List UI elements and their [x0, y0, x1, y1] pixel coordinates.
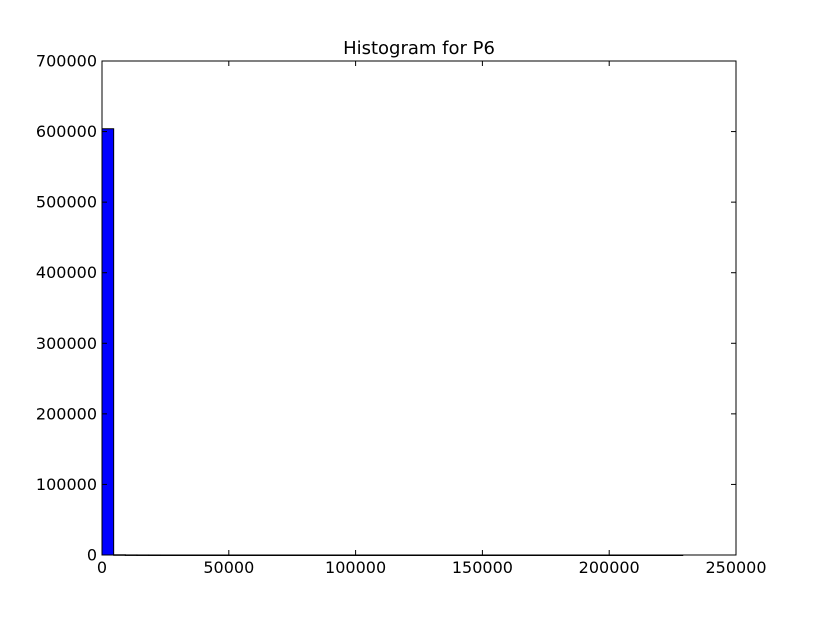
y-tick-label: 600000 — [36, 122, 97, 141]
x-axis: 0 50000 100000 150000 200000 250000 — [97, 61, 767, 577]
y-tick-label: 700000 — [36, 52, 97, 71]
x-tick-label: 150000 — [452, 558, 513, 577]
x-tick-label: 200000 — [579, 558, 640, 577]
y-axis: 0 100000 200000 300000 400000 500000 600000 700… — [36, 52, 736, 565]
histogram-bar-0 — [101, 128, 115, 556]
x-tick-label: 250000 — [705, 558, 766, 577]
y-tick-label: 0 — [87, 546, 97, 565]
x-tick-label: 0 — [97, 558, 107, 577]
chart-title: Histogram for P6 — [343, 38, 495, 59]
y-tick-label: 500000 — [36, 193, 97, 212]
y-tick-label: 100000 — [36, 475, 97, 494]
bars-group — [101, 128, 684, 556]
plot-frame — [101, 60, 737, 556]
y-tick-label: 400000 — [36, 263, 97, 282]
x-tick-label: 50000 — [203, 558, 254, 577]
y-tick-label: 300000 — [36, 334, 97, 353]
y-tick-label: 200000 — [36, 404, 97, 423]
x-tick-label: 100000 — [325, 558, 386, 577]
